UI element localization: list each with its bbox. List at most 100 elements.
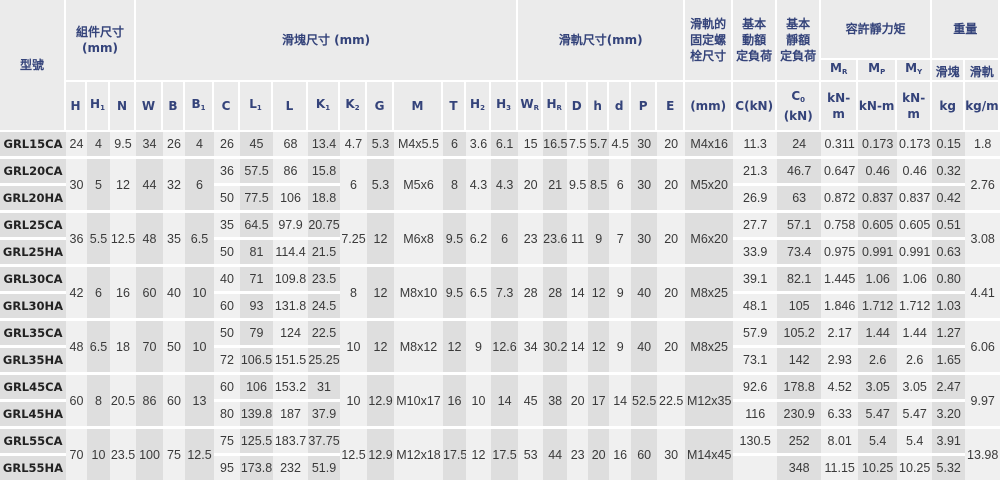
- table-cell: 17.5: [491, 429, 519, 483]
- table-cell: 46.7: [777, 159, 822, 186]
- table-cell: 0.605: [858, 213, 898, 240]
- table-cell: 75: [163, 429, 185, 483]
- model-name: GRL20CA: [0, 159, 66, 186]
- table-cell: M6x20: [685, 213, 734, 267]
- table-cell: 31: [308, 375, 340, 402]
- table-cell: 16: [609, 429, 632, 483]
- table-cell: 7.5: [567, 132, 589, 159]
- table-cell: 25.25: [308, 348, 340, 375]
- model-name: GRL55HA: [0, 456, 66, 483]
- table-cell: 42: [66, 267, 87, 321]
- table-cell: 1.846: [821, 294, 859, 321]
- table-cell: 22.5: [657, 375, 686, 429]
- table-cell: 13.98: [965, 429, 1000, 483]
- table-cell: 12.6: [491, 321, 519, 375]
- table-cell: 23.5: [110, 429, 136, 483]
- table-cell: 1.8: [965, 132, 1000, 159]
- table-row: GRL15CA 24 4 9.5 34 26 4 26 45 68 13.4 4.7 5.3 M4x5.5…: [0, 132, 1000, 159]
- header-col-k2: K2: [340, 82, 367, 132]
- header-block: 滑塊尺寸 (mm): [136, 0, 519, 82]
- table-cell: 7: [609, 213, 632, 267]
- table-cell: 30: [631, 213, 658, 267]
- table-cell: 6.06: [965, 321, 1000, 375]
- table-cell: 0.647: [821, 159, 859, 186]
- table-cell: 48: [136, 213, 163, 267]
- table-cell: 0.15: [932, 132, 966, 159]
- table-cell: 9.5: [443, 267, 466, 321]
- table-cell: M10x17: [394, 375, 443, 429]
- table-row: GRL45CA 60 8 20.5 86 60 13 60 106 153.2 31 10 12.9 M1…: [0, 375, 1000, 429]
- table-cell: M4x5.5: [394, 132, 443, 159]
- table-cell: 26: [214, 132, 240, 159]
- table-cell: 0.605: [897, 213, 933, 240]
- table-cell: 12.9: [367, 375, 394, 429]
- table-cell: 32: [163, 159, 185, 213]
- table-cell: 53: [518, 429, 544, 483]
- table-cell: 21: [543, 159, 568, 213]
- table-cell: 12: [367, 213, 394, 267]
- table-cell: 3.91: [932, 429, 966, 456]
- table-cell: 6.5: [185, 213, 214, 267]
- model-name: GRL30CA: [0, 267, 66, 294]
- model-name: GRL30HA: [0, 294, 66, 321]
- table-cell: M8x10: [394, 267, 443, 321]
- table-cell: 0.991: [858, 240, 898, 267]
- table-cell: 9: [609, 321, 632, 375]
- header-dynamic-unit: C(kN): [733, 82, 778, 132]
- table-cell: 9: [609, 267, 632, 321]
- table-cell: 0.311: [821, 132, 859, 159]
- table-cell: 7.25: [340, 213, 367, 267]
- table-cell: 10: [466, 375, 491, 429]
- table-cell: 60: [66, 375, 87, 429]
- table-header: 型號 組件尺寸 (mm) 滑塊尺寸 (mm) 滑軌尺寸(mm) 滑軌的 固定螺 栓尺寸 基本 動額…: [0, 0, 1000, 132]
- table-cell: 95: [214, 456, 240, 483]
- table-cell: 26: [163, 132, 185, 159]
- table-cell: 12: [110, 159, 136, 213]
- header-col-m: M: [394, 82, 443, 132]
- header-moment-p: MP: [858, 60, 898, 82]
- table-cell: 20: [657, 213, 686, 267]
- table-cell: 9.5: [443, 213, 466, 267]
- table-cell: 6.2: [466, 213, 491, 267]
- table-cell: 0.80: [932, 267, 966, 294]
- header-bolt-unit: (mm): [685, 82, 734, 132]
- header-moment: 容許靜力矩: [821, 0, 933, 60]
- table-cell: M12x18: [394, 429, 443, 483]
- table-cell: 131.8: [273, 294, 308, 321]
- header-col-b: B: [163, 82, 185, 132]
- table-cell: 0.758: [821, 213, 859, 240]
- table-cell: 12: [466, 429, 491, 483]
- table-cell: [733, 456, 778, 483]
- table-cell: 1.65: [932, 348, 966, 375]
- table-cell: 20: [657, 132, 686, 159]
- table-cell: 45: [240, 132, 273, 159]
- table-cell: 0.837: [858, 186, 898, 213]
- table-cell: 22.5: [308, 321, 340, 348]
- table-cell: 1.712: [858, 294, 898, 321]
- table-cell: 2.76: [965, 159, 1000, 213]
- table-cell: 142: [777, 348, 822, 375]
- table-cell: 0.991: [897, 240, 933, 267]
- table-cell: 60: [136, 267, 163, 321]
- table-cell: 34: [518, 321, 544, 375]
- table-cell: 70: [66, 429, 87, 483]
- table-cell: 1.06: [897, 267, 933, 294]
- table-cell: 12.5: [185, 429, 214, 483]
- model-name: GRL20HA: [0, 186, 66, 213]
- header-col-d: D: [567, 82, 589, 132]
- table-cell: M4x16: [685, 132, 734, 159]
- model-name: GRL15CA: [0, 132, 66, 159]
- table-cell: 79: [240, 321, 273, 348]
- table-cell: 81: [240, 240, 273, 267]
- table-cell: 105: [777, 294, 822, 321]
- table-cell: 23.5: [308, 267, 340, 294]
- table-cell: 125.5: [240, 429, 273, 456]
- header-dynamic-load: 基本 動額 定負荷: [733, 0, 778, 82]
- table-cell: 10: [340, 375, 367, 429]
- header-col-d: d: [609, 82, 632, 132]
- table-cell: 5.3: [367, 159, 394, 213]
- table-cell: 37.75: [308, 429, 340, 456]
- table-cell: 17: [588, 375, 610, 429]
- table-cell: 93: [240, 294, 273, 321]
